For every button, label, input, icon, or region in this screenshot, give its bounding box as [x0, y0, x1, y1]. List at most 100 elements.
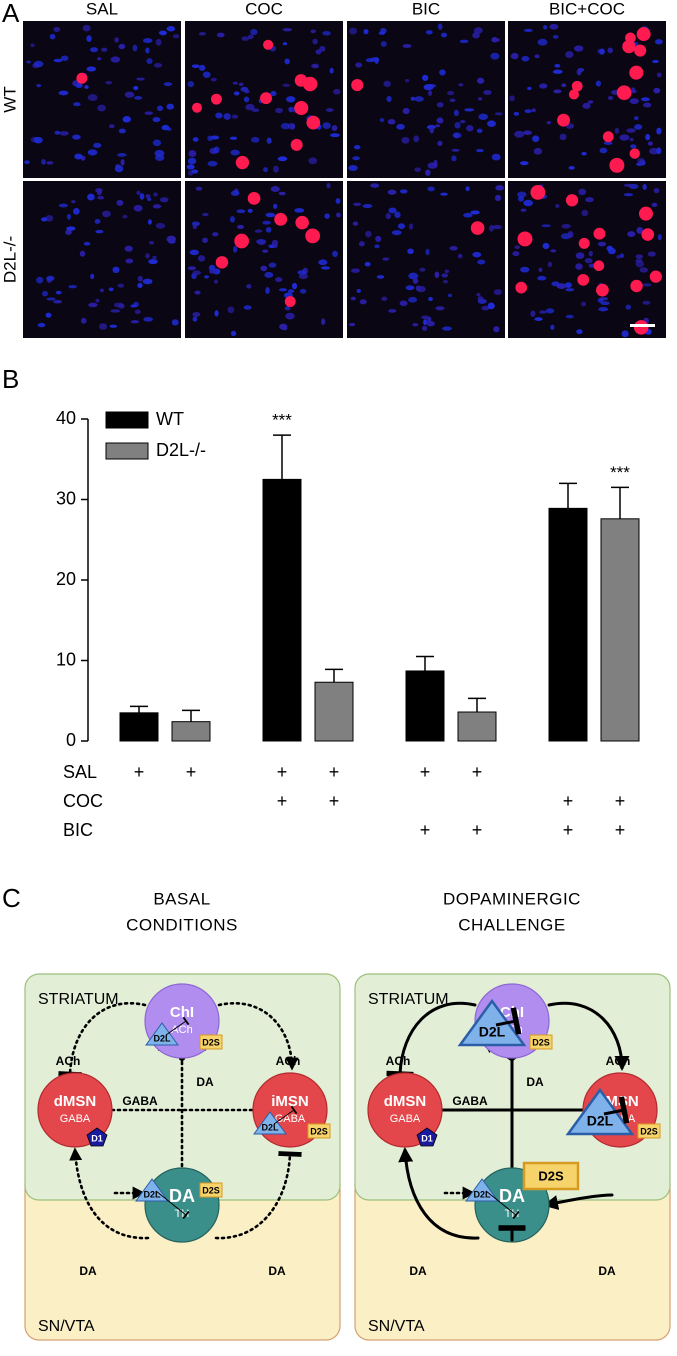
nucleus [273, 165, 279, 173]
nucleus [576, 329, 583, 335]
nucleus [257, 239, 266, 246]
nucleus [380, 41, 387, 47]
nucleus [287, 289, 295, 294]
nucleus [268, 262, 277, 268]
positive-nucleus [565, 194, 579, 207]
nucleus [270, 185, 280, 192]
nucleus [451, 155, 457, 162]
nucleus [110, 56, 121, 63]
nucleus [136, 190, 141, 196]
condition-label: COC [63, 791, 103, 811]
diagram-title: DOPAMINERGIC [443, 889, 581, 908]
nucleus [192, 137, 199, 142]
nucleus [332, 250, 338, 258]
error-bar [611, 486, 629, 519]
nucleus [492, 225, 502, 230]
scale-bar [630, 324, 655, 327]
nucleus [444, 269, 450, 274]
nucleus [195, 186, 203, 191]
nucleus [53, 26, 61, 33]
positive-nucleus [649, 270, 662, 283]
nucleus [477, 296, 484, 302]
positive-nucleus [284, 296, 296, 307]
receptor-d2l [465, 1178, 499, 1202]
nucleus [163, 82, 173, 87]
nucleus [233, 245, 238, 253]
nucleus [412, 322, 419, 327]
nucleus [412, 278, 419, 284]
nucleus [265, 287, 270, 295]
nucleus [364, 261, 371, 267]
nucleus [45, 312, 52, 318]
nucleus [284, 58, 290, 65]
nucleus [188, 150, 197, 158]
nucleus [655, 39, 663, 45]
nucleus [545, 308, 555, 314]
nucleus [152, 117, 161, 123]
positive-nucleus [609, 157, 625, 173]
nucleus [421, 325, 428, 331]
nucleus [551, 281, 560, 287]
nucleus [405, 285, 415, 291]
receptor-label: D2L [143, 1189, 161, 1199]
nucleus [46, 161, 54, 165]
condition-mark: + [134, 762, 145, 782]
nucleus [94, 219, 101, 224]
nucleus [385, 213, 392, 220]
legend-label: WT [156, 409, 184, 429]
nucleus [95, 229, 104, 234]
nucleus [260, 265, 268, 272]
nucleus [408, 272, 419, 280]
positive-nucleus [295, 215, 309, 230]
nucleus [546, 120, 552, 125]
nucleus [133, 85, 139, 91]
nucleus [146, 58, 153, 64]
nucleus [192, 224, 198, 230]
region-label: SN/VTA [38, 1318, 95, 1335]
nucleus [264, 271, 274, 278]
inhibition [495, 1007, 522, 1035]
nucleus [136, 77, 145, 81]
nucleus [145, 194, 151, 199]
column-header: SAL [86, 0, 118, 18]
nucleus [532, 135, 540, 143]
positive-nucleus [622, 39, 636, 54]
nucleus [90, 273, 95, 280]
y-tick-label: 10 [56, 649, 76, 669]
nucleus [388, 207, 397, 214]
nucleus [619, 253, 625, 258]
region-label: STRIATUM [368, 991, 449, 1008]
nucleus [459, 39, 469, 44]
nucleus [96, 57, 102, 61]
nucleus [554, 63, 561, 68]
nucleus [402, 44, 412, 48]
bar [405, 670, 445, 742]
nucleus [442, 279, 449, 284]
nucleus [33, 60, 44, 68]
edge [58, 1002, 147, 1077]
nucleus [198, 64, 206, 71]
nucleus [243, 96, 250, 103]
bar [457, 711, 497, 742]
nucleus [440, 32, 448, 38]
nucleus [634, 124, 643, 130]
nucleus [564, 282, 572, 288]
nucleus [153, 192, 158, 197]
nucleus [399, 189, 408, 194]
nucleus [148, 240, 155, 245]
nucleus [335, 198, 341, 204]
nucleus [647, 251, 656, 257]
positive-nucleus [602, 131, 614, 143]
nucleus [130, 320, 140, 324]
nucleus [597, 241, 607, 247]
receptor-d2s [529, 1034, 553, 1050]
nucleus [298, 273, 309, 280]
nucleus [543, 25, 548, 30]
nucleus [55, 290, 62, 295]
positive-nucleus [633, 320, 649, 335]
nucleus [414, 96, 424, 102]
y-tick-label: 0 [66, 730, 76, 750]
micrograph [185, 181, 343, 338]
nucleus [102, 210, 111, 218]
edge-label: ACh [386, 1054, 411, 1068]
